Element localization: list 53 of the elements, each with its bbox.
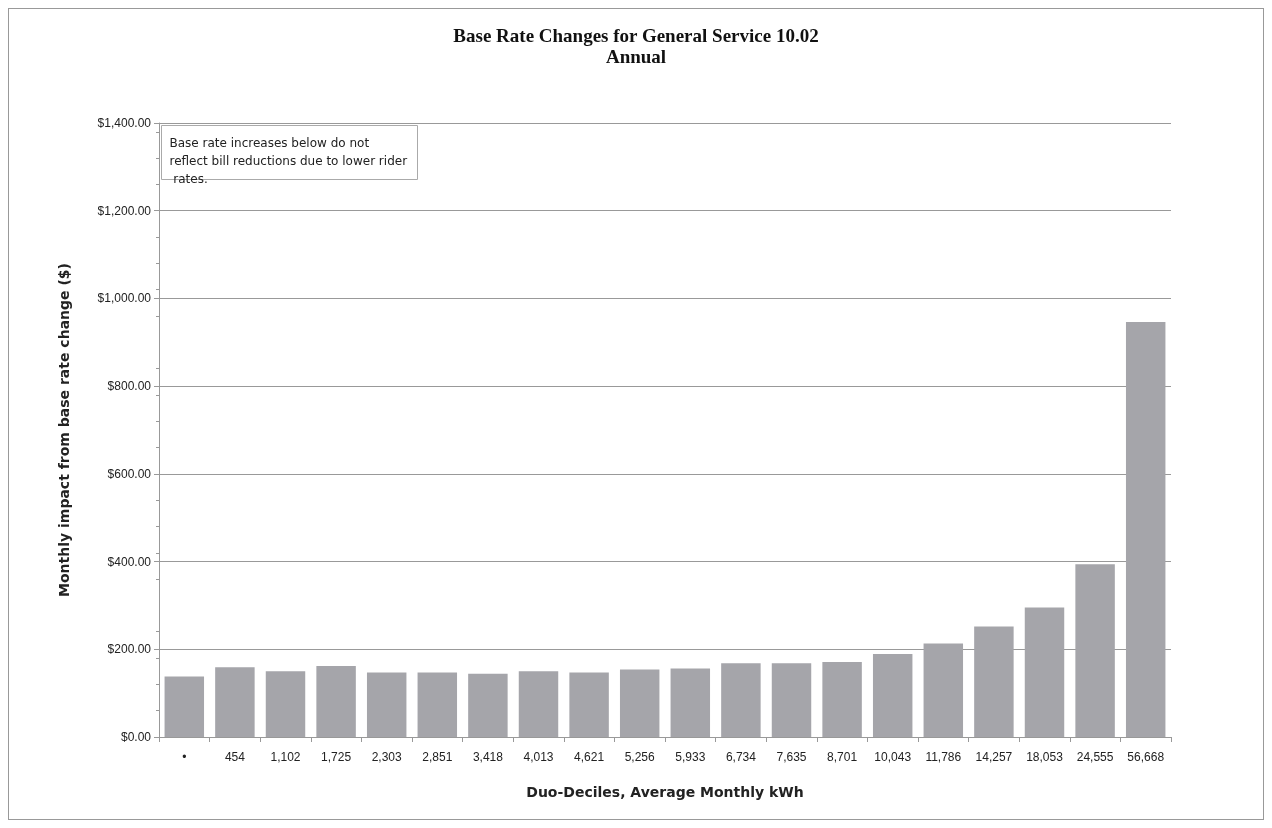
annotation: Base rate increases below do not reflect bill reductions due to lower rider rates.	[169, 135, 408, 186]
bar	[974, 626, 1014, 737]
bar	[1125, 322, 1166, 737]
x-tick-label: 1,102	[270, 750, 301, 764]
bar	[417, 672, 458, 737]
bar	[164, 676, 205, 737]
x-tick-label: 24,555	[1076, 750, 1114, 764]
bar	[316, 665, 356, 737]
y-tick-label: $1,200.00	[97, 203, 152, 218]
y-tick-label: $0.00	[120, 730, 152, 744]
x-tick-label: 2,303	[371, 750, 403, 764]
x-tick-label: 2,851	[422, 750, 453, 764]
x-tick-label: 5,256	[624, 750, 656, 764]
y-tick-label: $800.00	[107, 379, 152, 394]
x-tick-label: 8,701	[827, 750, 858, 764]
bar	[215, 667, 255, 737]
y-tick-label: $1,400.00	[97, 116, 152, 130]
x-tick-label: 11,786	[925, 750, 962, 764]
bar	[721, 663, 761, 737]
x-tick-label: 14,257	[975, 750, 1013, 764]
x-tick-label: 4,013	[523, 750, 554, 764]
x-tick-label: 4,621	[574, 750, 605, 764]
bar	[670, 668, 711, 737]
x-tick-label: 3,418	[472, 750, 504, 764]
bar	[1075, 564, 1115, 737]
x-tick-label: 6,734	[725, 750, 757, 764]
y-tick-label: $1,000.00	[97, 291, 152, 306]
bar	[468, 673, 508, 737]
chart-title: Base Rate Changes for General Service 10.02	[453, 25, 819, 46]
x-axis-title: Duo-Deciles, Average Monthly kWh	[526, 784, 804, 800]
bar	[366, 672, 407, 737]
bar	[771, 663, 812, 737]
x-tick-label: 56,668	[1127, 750, 1165, 764]
bar	[619, 669, 660, 737]
chart-subtitle: Annual	[605, 46, 667, 67]
bar	[1024, 607, 1065, 737]
x-tick-label: 454	[224, 750, 246, 764]
x-tick-label: •	[182, 750, 187, 764]
y-tick-label: $600.00	[107, 466, 152, 481]
y-tick-label: $200.00	[107, 642, 152, 657]
x-tick-label: 7,635	[776, 750, 807, 764]
x-tick-label: 18,053	[1026, 750, 1064, 764]
bar	[923, 643, 964, 737]
y-axis-title: Monthly impact from base rate change ($)	[56, 263, 72, 597]
bar	[569, 672, 609, 737]
bar	[822, 662, 862, 737]
x-tick-label: 10,043	[874, 750, 912, 764]
y-tick-label: $400.00	[107, 554, 152, 569]
bar	[872, 654, 913, 737]
bar	[518, 671, 559, 737]
bar	[265, 671, 306, 737]
x-tick-label: 5,933	[675, 750, 706, 764]
x-tick-label: 1,725	[321, 750, 352, 764]
